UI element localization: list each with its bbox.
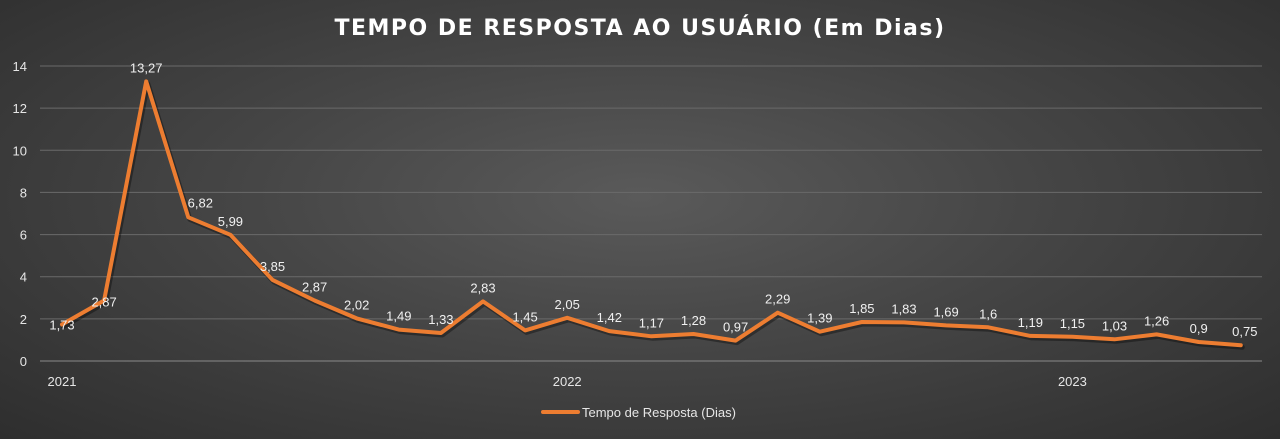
y-tick-label: 8 bbox=[20, 185, 27, 200]
data-label: 2,05 bbox=[555, 297, 580, 312]
data-labels: 1,73 2,87 13,27 6,82 5,99 3,85 2,87 2,02 1,49 1,3… bbox=[49, 60, 1257, 339]
data-label: 0,75 bbox=[1232, 324, 1257, 339]
y-axis: 0 2 4 6 8 10 12 14 bbox=[13, 59, 27, 369]
y-tick-label: 10 bbox=[13, 143, 27, 158]
data-label: 1,42 bbox=[597, 310, 622, 325]
x-tick-label: 2023 bbox=[1058, 374, 1087, 389]
series-line bbox=[60, 79, 1243, 348]
y-tick-label: 2 bbox=[20, 312, 27, 327]
x-tick-label: 2021 bbox=[48, 374, 77, 389]
data-label: 0,9 bbox=[1190, 321, 1208, 336]
y-tick-label: 14 bbox=[13, 59, 27, 74]
data-label: 0,97 bbox=[723, 320, 748, 335]
data-label: 1,39 bbox=[807, 311, 832, 326]
data-label: 1,28 bbox=[681, 313, 706, 328]
x-tick-label: 2022 bbox=[553, 374, 582, 389]
y-tick-label: 6 bbox=[20, 228, 27, 243]
data-label: 1,49 bbox=[386, 309, 411, 324]
data-label: 1,83 bbox=[891, 301, 916, 316]
y-tick-label: 0 bbox=[20, 354, 27, 369]
data-label: 3,85 bbox=[260, 259, 285, 274]
data-label: 2,87 bbox=[91, 295, 116, 310]
data-label: 6,82 bbox=[188, 195, 213, 210]
x-axis: 2021 2022 2023 bbox=[48, 374, 1087, 389]
data-label: 2,29 bbox=[765, 292, 790, 307]
data-label: 5,99 bbox=[218, 214, 243, 229]
gridlines bbox=[40, 65, 1262, 362]
data-label: 13,27 bbox=[130, 60, 163, 75]
data-label: 2,02 bbox=[344, 297, 369, 312]
data-label: 1,6 bbox=[979, 306, 997, 321]
series-layer bbox=[60, 79, 1245, 350]
data-label: 1,33 bbox=[428, 312, 453, 327]
data-label: 1,15 bbox=[1060, 316, 1085, 331]
data-label: 1,45 bbox=[512, 309, 537, 324]
data-label: 2,87 bbox=[302, 280, 327, 295]
data-label: 1,26 bbox=[1144, 313, 1169, 328]
y-tick-label: 12 bbox=[13, 101, 27, 116]
data-label: 1,17 bbox=[639, 315, 664, 330]
data-label: 2,83 bbox=[470, 280, 495, 295]
data-label: 1,19 bbox=[1018, 315, 1043, 330]
data-label: 1,85 bbox=[849, 301, 874, 316]
legend-label: Tempo de Resposta (Dias) bbox=[582, 405, 736, 420]
data-label: 1,69 bbox=[933, 304, 958, 319]
legend: Tempo de Resposta (Dias) bbox=[541, 405, 736, 420]
y-tick-label: 4 bbox=[20, 270, 27, 285]
data-label: 1,73 bbox=[49, 318, 74, 333]
chart-title: TEMPO DE RESPOSTA AO USUÁRIO (Em Dias) bbox=[334, 16, 946, 41]
data-label: 1,03 bbox=[1102, 318, 1127, 333]
